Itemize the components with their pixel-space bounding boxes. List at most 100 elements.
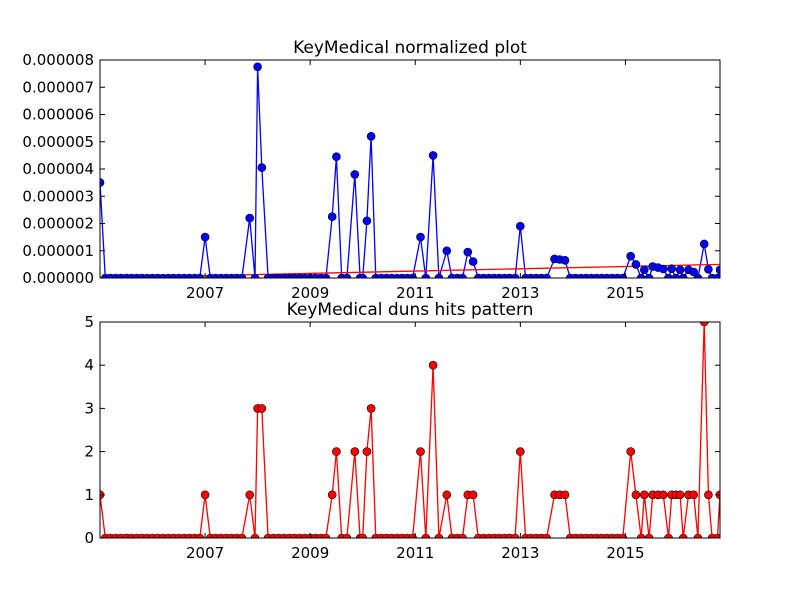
y-tick-label: 0.000001 <box>22 242 94 260</box>
data-point <box>442 490 452 500</box>
plot-area <box>100 322 720 538</box>
data-point <box>200 490 210 500</box>
data-point <box>195 533 205 538</box>
data-point <box>560 490 570 500</box>
y-tick-label: 0.000003 <box>22 187 94 205</box>
data-point <box>626 251 636 261</box>
data-point <box>618 533 628 538</box>
chart-title: KeyMedical normalized plot <box>293 38 527 58</box>
y-tick-label: 4 <box>84 356 94 374</box>
data-point <box>704 490 713 500</box>
data-point <box>321 273 331 278</box>
data-point <box>631 260 641 269</box>
data-point <box>332 152 341 161</box>
x-tick-label: 2007 <box>186 284 224 302</box>
data-point <box>542 533 551 538</box>
data-point <box>321 533 331 538</box>
data-point <box>626 447 636 456</box>
data-point <box>689 267 699 277</box>
data-point <box>442 246 452 256</box>
data-point <box>428 151 438 160</box>
data-point <box>250 533 260 538</box>
data-point <box>658 490 668 500</box>
data-point <box>636 533 646 538</box>
data-point <box>362 447 372 456</box>
data-point <box>408 533 417 538</box>
x-tick-label: 2009 <box>291 544 329 562</box>
y-tick-label: 5 <box>84 313 94 331</box>
data-point <box>408 273 417 278</box>
data-point <box>257 163 267 172</box>
data-point <box>639 490 649 500</box>
data-point <box>675 490 685 500</box>
data-point <box>416 232 425 242</box>
y-tick-label: 0.000000 <box>22 269 94 287</box>
x-tick-label: 2011 <box>396 284 434 302</box>
data-point <box>366 404 376 413</box>
data-point <box>713 273 720 278</box>
data-point <box>644 533 654 538</box>
data-point <box>362 216 372 226</box>
x-tick-label: 2013 <box>501 284 539 302</box>
data-point <box>350 170 360 179</box>
data-point <box>664 533 673 538</box>
x-tick-label: 2015 <box>606 544 644 562</box>
data-point <box>237 273 247 278</box>
data-point <box>618 273 628 278</box>
data-point <box>421 533 431 538</box>
data-point <box>332 447 341 456</box>
data-point <box>699 239 709 249</box>
y-tick-label: 0.000008 <box>22 51 94 69</box>
data-point <box>631 490 641 500</box>
data-point <box>667 264 677 274</box>
data-point <box>658 264 668 274</box>
data-point <box>515 447 525 456</box>
data-point <box>678 533 688 538</box>
y-tick-label: 0.000006 <box>22 106 94 124</box>
data-point <box>416 447 425 456</box>
data-point <box>342 533 352 538</box>
y-tick-label: 0.000005 <box>22 133 94 151</box>
plot-area <box>100 62 720 278</box>
data-point <box>699 322 709 327</box>
data-point <box>542 273 551 278</box>
y-tick-label: 0.000007 <box>22 78 94 96</box>
data-point <box>358 533 367 538</box>
data-point <box>510 273 520 278</box>
data-point <box>366 132 376 141</box>
x-tick-label: 2013 <box>501 544 539 562</box>
y-tick-label: 3 <box>84 399 94 417</box>
y-tick-label: 0.000004 <box>22 160 94 178</box>
data-point <box>342 273 352 278</box>
data-point <box>200 232 210 242</box>
data-point <box>458 273 467 278</box>
x-tick-label: 2011 <box>396 544 434 562</box>
data-point <box>195 273 205 278</box>
data-point <box>644 273 654 278</box>
data-point <box>689 490 699 500</box>
normalized-plot: KeyMedical normalized plot 2007 2009 2011 20… <box>22 38 721 302</box>
data-point <box>639 265 649 275</box>
data-point <box>468 490 478 500</box>
x-tick-label: 2007 <box>186 544 224 562</box>
y-tick-label: 1 <box>84 486 94 504</box>
data-point <box>675 265 685 275</box>
data-point <box>237 533 247 538</box>
data-point <box>560 255 570 265</box>
x-tick-label: 2015 <box>606 284 644 302</box>
data-point <box>458 533 467 538</box>
x-tick-label: 2009 <box>291 284 329 302</box>
data-point <box>327 212 337 221</box>
data-point <box>428 360 438 370</box>
data-point <box>327 490 337 500</box>
y-tick-label: 0 <box>84 529 94 547</box>
data-point <box>245 213 254 223</box>
data-point <box>358 273 367 278</box>
data-point <box>671 273 681 278</box>
data-point <box>250 273 260 278</box>
data-point <box>715 265 720 275</box>
data-point <box>421 273 431 278</box>
data-point <box>100 178 105 187</box>
data-point <box>468 257 478 266</box>
